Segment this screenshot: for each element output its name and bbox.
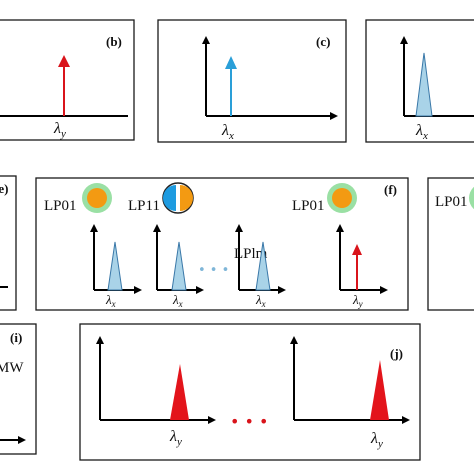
panel-i-text: MW — [0, 360, 24, 376]
panel-f-label: (f) — [384, 182, 397, 197]
panel-b-frame — [0, 19, 135, 141]
panel-j-ellipsis: • • • — [230, 412, 268, 431]
panel-j-right-x-label: λy — [370, 430, 383, 450]
mode-1-x-label: λx — [105, 292, 116, 309]
panel-e-label: (e) — [0, 181, 8, 196]
panel-f-mode-3: LPlm λx — [234, 224, 286, 309]
mode-2-x-label: λx — [172, 292, 183, 309]
panel-d-x-label: λx — [415, 122, 428, 142]
mode-3-name: LPlm — [234, 246, 268, 262]
panel-b-label: (b) — [106, 34, 122, 49]
panel-c-x-label: λx — [221, 122, 234, 142]
mode-1-blue-peak — [107, 241, 123, 291]
mode-3-x-label: λx — [255, 292, 266, 309]
panel-j-left-red-peak — [170, 364, 189, 420]
panel-c-blue-arrowhead — [225, 56, 237, 69]
panel-j-label: (j) — [390, 346, 403, 361]
panel-g-mode-name: LP01 — [435, 194, 468, 210]
panel-b: (b) λy — [0, 19, 135, 141]
panel-i-label: (i) — [10, 330, 22, 345]
panel-c-label: (c) — [316, 34, 330, 49]
mode-2-name: LP11 — [128, 198, 160, 214]
panel-b-x-label: λy — [53, 120, 66, 140]
panel-g: LP01 — [427, 177, 474, 311]
panel-b-red-arrowhead — [58, 55, 70, 67]
panel-j: (j) λy • • • λy — [79, 323, 421, 461]
panel-c: (c) λx — [157, 19, 347, 143]
panel-f-mode-4: LP01 λy — [292, 183, 388, 309]
mode-1-name: LP01 — [44, 198, 77, 214]
panel-g-frame — [427, 177, 474, 311]
mode-1-core — [87, 188, 107, 208]
panel-c-frame — [157, 19, 347, 143]
panel-d-blue-peak — [415, 52, 433, 117]
panel-j-right-red-peak — [370, 360, 389, 420]
panel-f: (f) LP01 λx LP11 λx • • • LPlm — [35, 177, 409, 311]
panel-f-ellipsis: • • • — [198, 263, 229, 278]
panel-j-frame — [79, 323, 421, 461]
mode-4-name: LP01 — [292, 198, 325, 214]
mode-2-lobe-blue — [163, 185, 176, 211]
mode-4-red-arrowhead — [352, 244, 362, 255]
mode-3-blue-peak — [255, 241, 271, 291]
panel-i-frame — [0, 323, 37, 455]
panel-j-left-x-label: λy — [169, 428, 182, 448]
panel-g-ring — [469, 186, 474, 210]
panel-f-mode-1: LP01 λx — [44, 183, 142, 309]
mode-4-x-label: λy — [352, 292, 363, 309]
panel-i: (i) MW — [0, 323, 37, 455]
panel-e: (e) — [0, 175, 17, 311]
mode-2-blue-peak — [171, 241, 187, 291]
mode-4-core — [332, 188, 352, 208]
panel-d: λx — [365, 19, 474, 143]
mode-2-lobe-orange — [180, 185, 193, 211]
panel-f-mode-2: LP11 λx — [128, 182, 204, 309]
panel-e-frame — [0, 175, 17, 311]
